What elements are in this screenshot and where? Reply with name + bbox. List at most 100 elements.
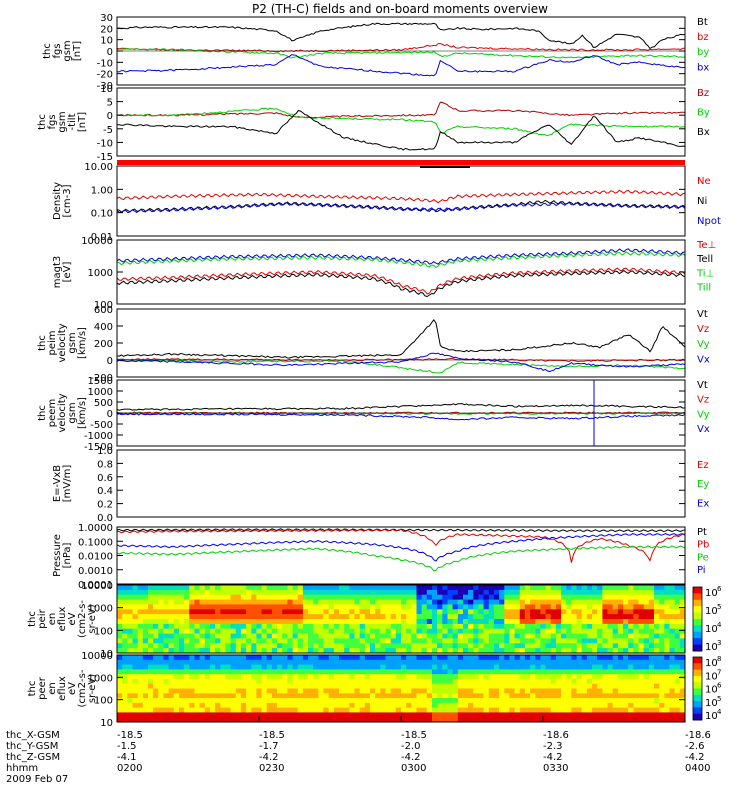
heatmap-cell (442, 683, 449, 690)
heatmap-cell (359, 585, 366, 591)
heatmap-cell (623, 698, 629, 704)
heatmap-cell (550, 604, 557, 610)
heatmap-cell (323, 648, 330, 653)
heatmap-cell (452, 589, 459, 596)
heatmap-cell (209, 712, 216, 718)
legend-entry: Pi (697, 565, 706, 576)
heatmap-cell (370, 604, 376, 610)
heatmap-cell (225, 655, 232, 661)
heatmap-cell (602, 688, 609, 694)
heatmap-cell (266, 638, 273, 644)
heatmap-cell (432, 614, 438, 620)
heatmap-cell (168, 628, 175, 635)
heatmap-cell (390, 678, 397, 685)
heatmap-cell (333, 628, 340, 635)
heatmap-cell (339, 633, 345, 640)
heatmap-cell (220, 585, 227, 591)
heatmap-cell (463, 655, 469, 661)
heatmap-cell (654, 643, 660, 649)
heatmap-cell (437, 717, 443, 722)
heatmap-cell (566, 638, 572, 644)
heatmap-cell (215, 599, 221, 606)
heatmap-cell (452, 585, 459, 591)
heatmap-cell (168, 648, 175, 653)
heatmap-cell (246, 638, 252, 644)
heatmap-cell (380, 609, 387, 615)
heatmap-cell (308, 655, 314, 661)
heatmap-cell (592, 693, 598, 699)
y-axis-label-line: eflux (57, 676, 68, 701)
heatmap-cell (137, 638, 144, 644)
heatmap-cell (179, 655, 185, 661)
heatmap-cell (519, 698, 526, 704)
heatmap-cell (318, 674, 325, 680)
y-tick-label: 1500 (88, 376, 113, 387)
heatmap-cell (158, 589, 165, 596)
heatmap-cell (220, 599, 227, 606)
heatmap-cell (251, 594, 258, 601)
heatmap-cell (385, 614, 392, 620)
heatmap-cell (153, 669, 159, 675)
heatmap-cell (421, 609, 428, 615)
heatmap-cell (302, 633, 309, 640)
heatmap-cell (158, 678, 165, 685)
series-line-bz (117, 101, 685, 119)
heatmap-cell (643, 712, 650, 718)
heatmap-cell (349, 659, 356, 666)
heatmap-cell (406, 717, 412, 722)
heatmap-cell (550, 655, 557, 661)
heatmap-cell (189, 664, 196, 670)
heatmap-cell (364, 664, 371, 670)
heatmap-cell (628, 638, 634, 644)
heatmap-cell (142, 589, 149, 596)
heatmap-cell (509, 585, 516, 591)
heatmap-cell (540, 643, 547, 649)
x-tick-label: -18.5 (401, 730, 427, 741)
heatmap-cell (122, 655, 128, 661)
heatmap-cell (617, 693, 624, 699)
colorbar-exponent: 4 (717, 621, 722, 629)
heatmap-cell (302, 628, 309, 635)
heatmap-cell (628, 664, 634, 670)
legend-entry: Ne (697, 176, 711, 187)
heatmap-cell (261, 707, 268, 713)
heatmap-cell (638, 698, 645, 704)
heatmap-cell (545, 683, 552, 690)
heatmap-cell (530, 717, 536, 722)
heatmap-cell (204, 589, 211, 596)
heatmap-cell (349, 643, 356, 649)
heatmap-cell (323, 585, 330, 591)
heatmap-cell (545, 717, 552, 722)
heatmap-cell (277, 659, 283, 666)
heatmap-cell (478, 698, 485, 704)
heatmap-cell (401, 717, 407, 722)
heatmap-cell (225, 659, 232, 666)
heatmap-cell (256, 659, 263, 666)
y-axis-label-line: sr-eV) (87, 604, 98, 633)
heatmap-cell (261, 643, 268, 649)
heatmap-cell (633, 693, 640, 699)
heatmap-cell (194, 648, 201, 653)
heatmap-cell (478, 674, 485, 680)
heatmap-cell (209, 599, 216, 606)
heatmap-cell (638, 609, 645, 615)
heatmap-cell (602, 674, 609, 680)
heatmap-cell (617, 707, 624, 713)
heatmap-cell (390, 712, 397, 718)
heatmap-cell (380, 659, 387, 666)
heatmap-cell (354, 664, 361, 670)
y-axis-label-line: thc (37, 405, 48, 421)
heatmap-cell (561, 707, 567, 713)
heatmap-cell (132, 712, 139, 718)
heatmap-cell (566, 664, 572, 670)
heatmap-cell (555, 717, 562, 722)
heatmap-cell (679, 599, 685, 606)
heatmap-cell (122, 628, 128, 635)
heatmap-cell (390, 628, 397, 635)
heatmap-cell (411, 664, 418, 670)
heatmap-cell (117, 655, 123, 661)
heatmap-cell (463, 638, 469, 644)
heatmap-cell (344, 659, 350, 666)
heatmap-cell (550, 674, 557, 680)
